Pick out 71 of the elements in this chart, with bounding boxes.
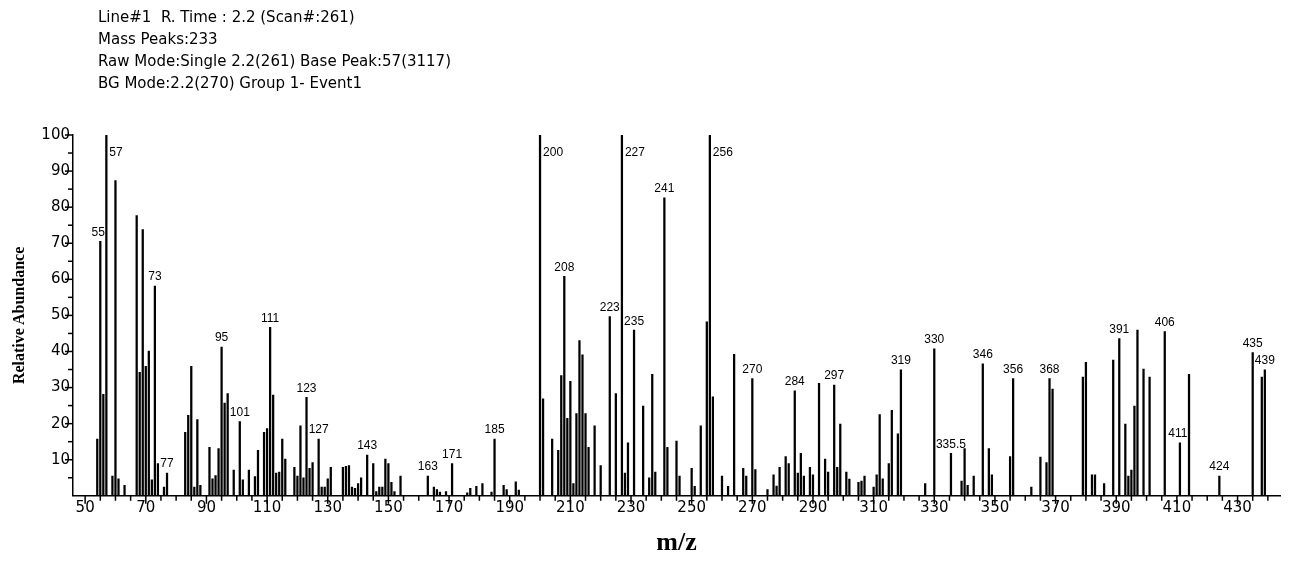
annotation: 123 (296, 380, 317, 395)
y-tick-label: 20 (50, 413, 70, 432)
annotation: 241 (654, 181, 675, 196)
annotation: 223 (599, 299, 621, 314)
annotation: 185 (484, 422, 505, 437)
annotation: 356 (1003, 361, 1024, 376)
annotation: 57 (109, 145, 124, 160)
x-tick-label: 250 (677, 497, 706, 516)
y-tick-label: 50 (50, 305, 70, 324)
annotation: 101 (229, 404, 251, 419)
annotation: 411 (1168, 426, 1188, 441)
annotation: 171 (442, 447, 463, 461)
x-tick-label: 190 (495, 497, 525, 516)
annotation: 297 (824, 368, 845, 383)
text: Mass Peaks:233 (98, 29, 219, 50)
annotation: 335.5 (935, 436, 967, 451)
y-tick-label: 70 (50, 233, 70, 252)
annotation: 55 (91, 224, 106, 239)
x-tick-label: 110 (252, 497, 282, 516)
annotation: 391 (1109, 321, 1130, 336)
annotation: 235 (624, 313, 645, 328)
x-tick-label: 330 (919, 497, 949, 516)
annotation: 73 (148, 269, 162, 284)
annotation: 368 (1039, 361, 1060, 376)
x-tick-label: 70 (136, 497, 156, 516)
annotation: 111 (261, 310, 280, 325)
annotation: 406 (1154, 314, 1176, 329)
x-tick-label: 210 (556, 497, 585, 516)
y-tick-label: 40 (50, 341, 70, 360)
x-tick-label: 90 (196, 497, 216, 516)
annotation: 435 (1242, 335, 1264, 350)
x-tick-label: 170 (434, 497, 464, 516)
x-axis-title: m/z (656, 527, 697, 557)
annotation: 163 (417, 459, 439, 474)
x-tick-label: 390 (1101, 497, 1131, 516)
x-tick-label: 130 (313, 497, 343, 516)
x-tick-label: 50 (75, 497, 95, 516)
annotation: 127 (308, 422, 329, 437)
annotation: 77 (160, 456, 175, 471)
y-tick-label: 90 (50, 160, 70, 179)
annotation: 227 (624, 145, 646, 160)
annotation: 319 (890, 353, 912, 368)
annotation: 200 (543, 145, 564, 160)
y-tick-label: 30 (50, 377, 70, 396)
x-tick-label: 290 (798, 497, 828, 516)
y-tick-label: 80 (50, 197, 70, 216)
y-tick-label: 60 (50, 269, 70, 288)
text: BG Mode:2.2(270) Group 1- Event1 (98, 73, 363, 94)
x-tick-label: 150 (374, 497, 403, 516)
y-tick-label: 100 (41, 124, 70, 143)
x-tick-label: 270 (738, 497, 767, 516)
annotation: 256 (712, 145, 734, 160)
x-tick-label: 310 (859, 497, 888, 516)
annotation: 439 (1254, 353, 1276, 368)
annotation: 284 (784, 374, 806, 389)
x-tick-label: 370 (1041, 497, 1070, 516)
text: Raw Mode:Single 2.2(261) Base Peak:57(3117) (98, 51, 452, 72)
annotation: 143 (357, 438, 378, 453)
annotation: 424 (1209, 459, 1230, 474)
annotation: 270 (742, 361, 763, 376)
annotation: 208 (554, 259, 575, 274)
annotation: 346 (972, 347, 994, 362)
text: Line#1 R. Time : 2.2 (Scan#:261) (98, 7, 356, 28)
y-axis-title: Relative Abundance (9, 246, 27, 385)
x-tick-label: 430 (1223, 497, 1252, 516)
x-tick-label: 410 (1162, 497, 1192, 516)
y-tick-label: 10 (50, 449, 70, 468)
x-tick-label: 230 (616, 497, 646, 516)
annotation: 330 (924, 332, 945, 347)
x-tick-label: 350 (980, 497, 1010, 516)
annotation: 95 (214, 330, 229, 345)
